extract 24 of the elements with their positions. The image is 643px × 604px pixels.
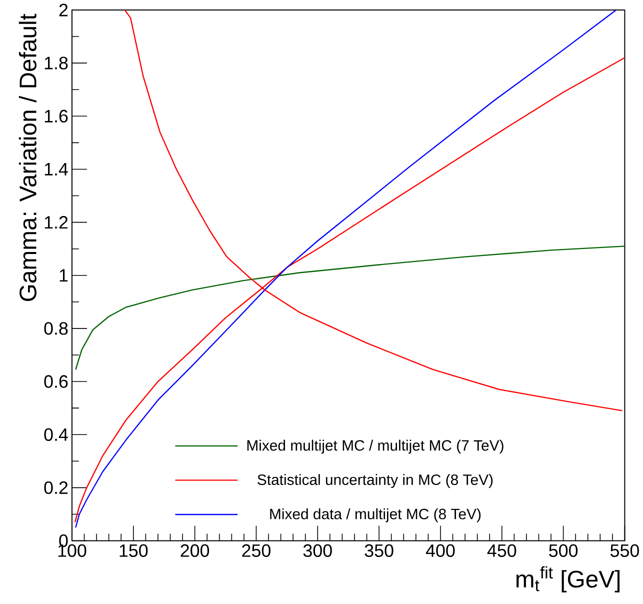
x-tick-label: 450 bbox=[487, 544, 516, 558]
y-axis-title: Gamma: Variation / Default bbox=[18, 14, 36, 302]
y-tick-label: 1 bbox=[60, 269, 68, 282]
legend-label: Mixed multijet MC / multijet MC (7 TeV) bbox=[247, 440, 504, 454]
y-tick-label: 2 bbox=[59, 4, 68, 16]
x-tick-label: 400 bbox=[426, 544, 455, 558]
y-tick-label: 0.6 bbox=[44, 375, 68, 388]
legend-label: Statistical uncertainty in MC (8 TeV) bbox=[258, 474, 493, 488]
y-tick-label: 0.4 bbox=[44, 428, 68, 442]
x-tick-label: 350 bbox=[364, 544, 394, 558]
y-tick-label: 1.8 bbox=[44, 56, 68, 70]
x-tick-label: 250 bbox=[242, 544, 270, 558]
x-tick-label: 150 bbox=[120, 544, 148, 558]
x-tick-label: 200 bbox=[180, 544, 210, 558]
y-tick-label: 0.2 bbox=[44, 481, 68, 494]
x-axis-title: m$_{t}$$^{fit}$ [GeV] bbox=[516, 566, 620, 592]
y-tick-label: 1.2 bbox=[44, 216, 68, 229]
x-tick-label: 550 bbox=[610, 544, 639, 558]
x-tick-label: 300 bbox=[303, 544, 332, 558]
y-tick-label: 1.4 bbox=[44, 163, 68, 176]
legend-label: Mixed data / multijet MC (8 TeV) bbox=[270, 508, 481, 522]
y-tick-label: 0.8 bbox=[44, 322, 68, 335]
y-tick-label: 1.6 bbox=[44, 110, 68, 123]
x-tick-label: 500 bbox=[549, 544, 578, 558]
